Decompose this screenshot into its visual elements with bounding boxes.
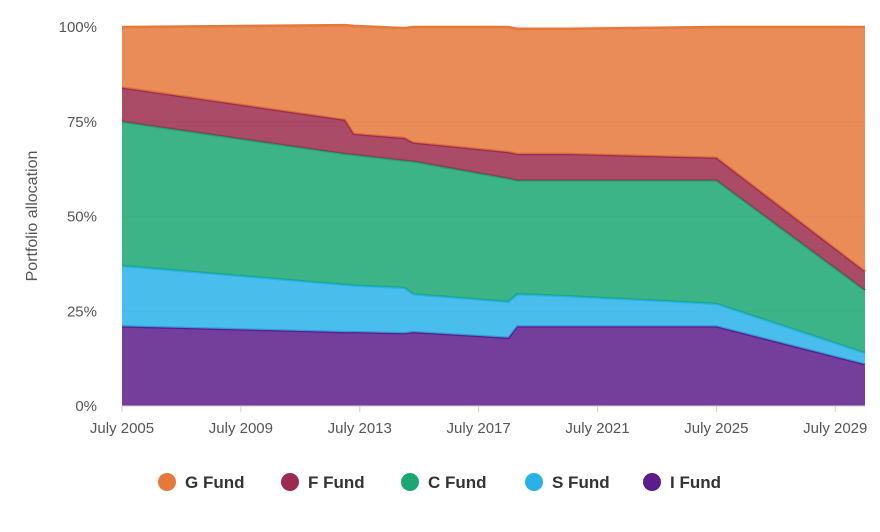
- legend-item-i-fund[interactable]: I Fund: [643, 473, 721, 492]
- legend-label: F Fund: [308, 473, 365, 492]
- legend-label: S Fund: [552, 473, 610, 492]
- c-fund-area: [122, 121, 865, 353]
- y-tick-label: 0%: [75, 398, 97, 415]
- g-fund-area: [122, 25, 865, 272]
- y-tick-label: 25%: [67, 303, 97, 320]
- x-tick-label: July 2013: [328, 420, 392, 437]
- legend-label: G Fund: [185, 473, 244, 492]
- axes: 0% 25% 50% 75% 100% July 2005 July 2009 July 20…: [59, 19, 868, 437]
- legend-item-s-fund[interactable]: S Fund: [525, 473, 610, 492]
- x-tick-label: July 2029: [803, 420, 867, 437]
- legend-marker: [158, 473, 176, 491]
- y-tick-label: 100%: [59, 19, 97, 36]
- x-tick-label: July 2021: [565, 420, 629, 437]
- i-fund-area: [122, 326, 865, 406]
- legend-label: I Fund: [670, 473, 721, 492]
- legend-marker: [281, 473, 299, 491]
- g-fund-line: [121, 23, 865, 31]
- legend-item-c-fund[interactable]: C Fund: [401, 473, 487, 492]
- legend-label: C Fund: [428, 473, 487, 492]
- legend-item-f-fund[interactable]: F Fund: [281, 473, 365, 492]
- x-tick-label: July 2017: [447, 420, 511, 437]
- x-tick-label: July 2025: [684, 420, 748, 437]
- x-tick-label: July 2005: [90, 420, 154, 437]
- legend: G Fund F Fund C Fund S Fund I Fund: [158, 473, 721, 492]
- plot-area: [121, 23, 866, 406]
- y-tick-label: 75%: [67, 114, 97, 131]
- legend-marker: [643, 473, 661, 491]
- x-tick-label: July 2009: [209, 420, 273, 437]
- legend-item-g-fund[interactable]: G Fund: [158, 473, 244, 492]
- y-axis-label: Portfolio allocation: [24, 151, 41, 282]
- legend-marker: [525, 473, 543, 491]
- s-fund-area: [122, 265, 865, 365]
- y-tick-label: 50%: [67, 209, 97, 226]
- f-fund-area: [122, 87, 865, 291]
- legend-marker: [401, 473, 419, 491]
